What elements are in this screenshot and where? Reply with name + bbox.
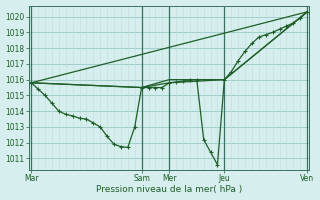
X-axis label: Pression niveau de la mer( hPa ): Pression niveau de la mer( hPa ) [96, 185, 242, 194]
